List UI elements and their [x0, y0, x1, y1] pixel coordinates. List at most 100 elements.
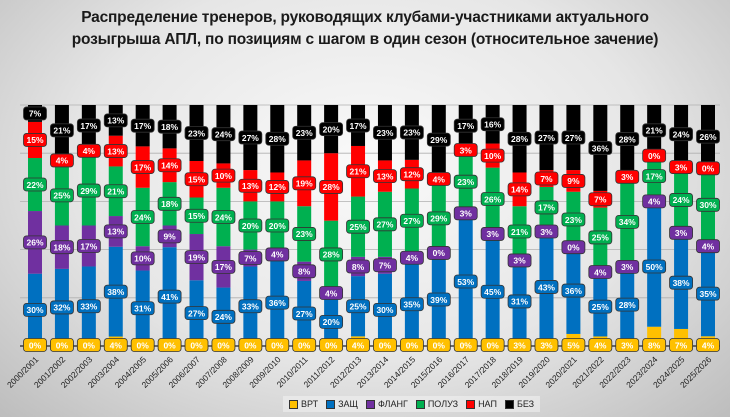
data-label-box: [319, 286, 344, 300]
data-label: 21%: [350, 167, 367, 177]
legend-item: ЗАЩ: [326, 399, 358, 409]
data-label: 13%: [107, 146, 124, 156]
data-label: 0%: [433, 340, 446, 350]
data-label: 4%: [648, 197, 661, 207]
data-label: 25%: [592, 302, 609, 312]
data-label: 7%: [244, 253, 257, 263]
legend-swatch: [366, 399, 375, 409]
data-label: 0%: [648, 151, 661, 161]
data-label: 4%: [594, 340, 607, 350]
data-label: 27%: [296, 309, 313, 319]
data-label-box: [642, 169, 667, 183]
data-label-box: [399, 213, 424, 228]
data-label: 23%: [457, 177, 474, 187]
data-label-box: [399, 250, 424, 265]
data-label-box: [669, 127, 693, 142]
data-label: 19%: [296, 179, 313, 189]
data-label: 24%: [215, 312, 232, 322]
data-label: 23%: [565, 215, 582, 225]
data-label: 18%: [161, 199, 178, 209]
data-label: 3%: [540, 340, 553, 350]
data-label-box: [534, 200, 559, 215]
data-label: 28%: [511, 134, 528, 144]
data-label-box: [265, 180, 290, 194]
data-label-box: [130, 118, 155, 133]
data-label-box: [157, 289, 182, 304]
data-label: 9%: [163, 232, 176, 242]
data-label: 30%: [699, 200, 716, 210]
data-label: 0%: [29, 340, 42, 350]
data-label: 4%: [433, 174, 446, 184]
data-label: 3%: [460, 145, 473, 155]
data-label-box: [507, 294, 532, 309]
data-label-box: [669, 275, 693, 290]
data-label-box: [157, 119, 182, 134]
data-label: 4%: [352, 340, 365, 350]
data-label: 9%: [567, 176, 580, 186]
data-label-box: [346, 118, 370, 133]
data-label: 35%: [403, 300, 420, 310]
legend-swatch: [289, 399, 298, 409]
data-label: 8%: [648, 340, 661, 350]
data-label: 23%: [403, 128, 420, 138]
data-label-box: [211, 127, 236, 142]
data-label-box: [426, 338, 451, 352]
data-label: 23%: [296, 128, 313, 138]
data-label: 0%: [56, 340, 69, 350]
data-label: 29%: [430, 214, 447, 224]
data-label: 0%: [137, 340, 150, 350]
data-label-box: [292, 264, 317, 279]
data-label: 30%: [376, 305, 393, 315]
data-label-box: [642, 123, 667, 138]
data-label: 4%: [702, 241, 715, 251]
data-label-box: [265, 295, 290, 310]
data-label: 16%: [484, 120, 501, 130]
data-label: 21%: [511, 227, 528, 237]
data-label-box: [453, 174, 478, 189]
data-label: 24%: [134, 212, 151, 222]
data-label-box: [103, 113, 128, 128]
data-label-box: [238, 251, 263, 265]
data-label: 20%: [323, 317, 340, 327]
data-label-box: [184, 172, 209, 187]
data-label: 27%: [538, 133, 555, 143]
data-label-box: [426, 132, 451, 147]
chart-title-line-1: Распределение тренеров, руководящих клуб…: [81, 9, 649, 26]
data-label-box: [346, 338, 370, 352]
data-label-box: [346, 219, 370, 234]
data-label: 39%: [430, 295, 447, 305]
data-label: 19%: [188, 252, 205, 262]
data-label-box: [184, 208, 209, 223]
data-label: 0%: [379, 340, 392, 350]
data-label-box: [615, 297, 640, 312]
data-label: 3%: [675, 162, 688, 172]
data-label-box: [211, 210, 236, 224]
data-label-box: [23, 338, 47, 352]
data-label-box: [615, 169, 640, 184]
data-label-box: [319, 338, 344, 352]
data-label: 0%: [163, 340, 176, 350]
data-label-box: [103, 184, 128, 199]
legend-item: ПОЛУЗ: [415, 399, 458, 409]
data-label: 26%: [26, 238, 43, 248]
data-label-box: [480, 192, 505, 206]
data-label: 10%: [215, 171, 232, 181]
data-label: 4%: [406, 253, 419, 263]
data-label: 0%: [83, 340, 96, 350]
data-label: 15%: [188, 211, 205, 221]
data-label: 41%: [161, 292, 178, 302]
data-label-box: [642, 148, 667, 163]
data-label-box: [534, 224, 559, 239]
data-label-box: [238, 130, 263, 145]
data-label: 0%: [244, 340, 257, 350]
data-label: 3%: [540, 227, 553, 237]
data-label: 33%: [242, 302, 259, 312]
data-label-box: [507, 253, 532, 268]
data-label-box: [534, 338, 559, 352]
data-label: 27%: [188, 308, 205, 318]
data-label-box: [157, 158, 182, 173]
data-label: 27%: [242, 133, 259, 143]
data-label: 50%: [646, 262, 663, 272]
data-label: 17%: [457, 121, 474, 131]
